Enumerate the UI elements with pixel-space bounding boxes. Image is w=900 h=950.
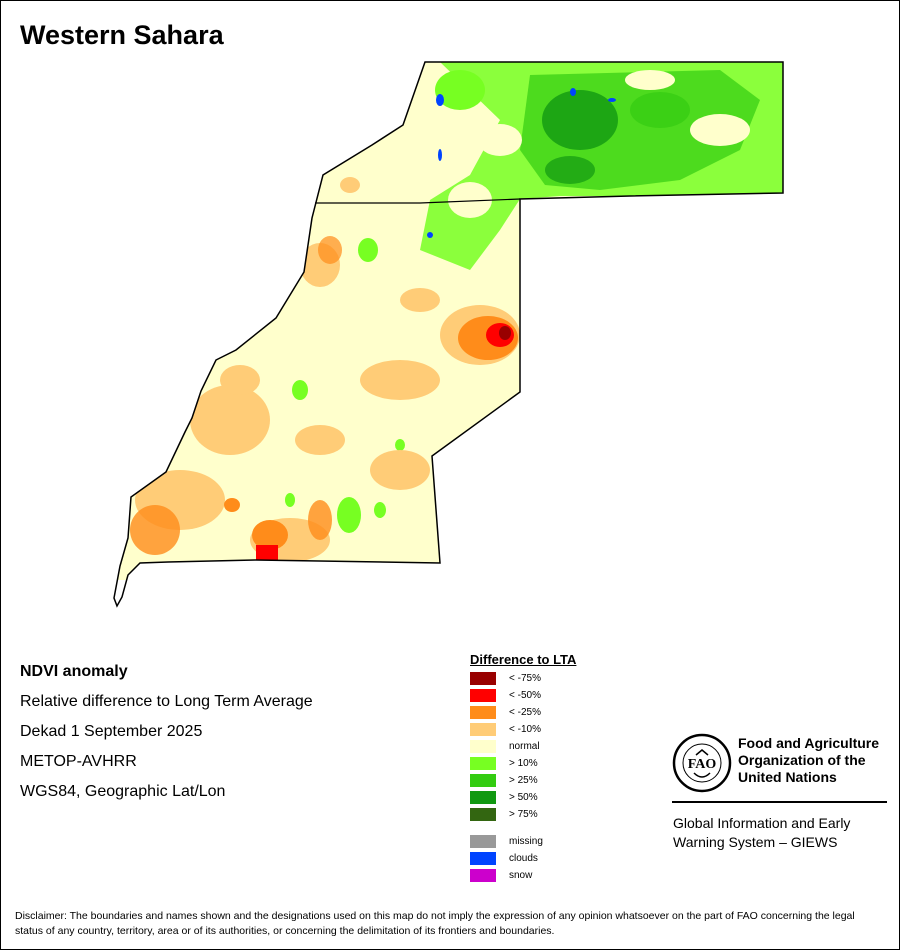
- legend-label: > 10%: [509, 758, 538, 769]
- internal-boundary: [315, 198, 521, 204]
- legend-title: Difference to LTA: [470, 652, 577, 667]
- legend-swatch: [470, 835, 496, 848]
- legend-swatch: [470, 852, 496, 865]
- fao-name: Food and Agriculture Organization of the…: [738, 735, 879, 786]
- legend-label: > 25%: [509, 775, 538, 786]
- fao-divider: [672, 801, 887, 803]
- legend-swatch: [470, 672, 496, 685]
- ndvi-raster: [114, 62, 783, 580]
- legend-item: > 25%: [470, 772, 576, 789]
- ndvi-anomaly-map: [113, 61, 784, 608]
- legend-extra-item: missing: [470, 833, 576, 850]
- legend-label: < -25%: [509, 707, 541, 718]
- fao-logo: FAO: [672, 733, 732, 793]
- fao-name-line1: Food and Agriculture: [738, 735, 880, 751]
- legend-item: > 10%: [470, 755, 576, 772]
- country-border: [113, 61, 784, 608]
- legend-label: > 50%: [509, 792, 538, 803]
- map-title: Western Sahara: [20, 20, 224, 50]
- legend: Difference to LTA < -75% < -50% < -25% < -1…: [470, 652, 576, 884]
- info-date: Dekad 1 September 2025: [20, 723, 203, 740]
- legend-item: < -50%: [470, 687, 576, 704]
- map-info: NDVI anomaly Relative difference to Long…: [20, 657, 313, 807]
- legend-swatch: [470, 740, 496, 753]
- legend-label: missing: [509, 836, 543, 847]
- legend-swatch: [470, 791, 496, 804]
- fao-logo-letters: FAO: [688, 757, 717, 772]
- legend-extra-item: clouds: [470, 850, 576, 867]
- legend-swatch: [470, 723, 496, 736]
- legend-label: clouds: [509, 853, 538, 864]
- fao-name-line3: United Nations: [738, 769, 837, 785]
- legend-swatch: [470, 689, 496, 702]
- giews-line2: Warning System – GIEWS: [673, 834, 838, 850]
- legend-item: < -75%: [470, 670, 576, 687]
- legend-extra-item: snow: [470, 867, 576, 884]
- legend-item: > 75%: [470, 806, 576, 823]
- info-description: Relative difference to Long Term Average: [20, 693, 313, 710]
- legend-swatch: [470, 774, 496, 787]
- legend-swatch: [470, 706, 496, 719]
- legend-item: normal: [470, 738, 576, 755]
- info-projection: WGS84, Geographic Lat/Lon: [20, 783, 226, 800]
- legend-label: normal: [509, 741, 540, 752]
- legend-swatch: [470, 869, 496, 882]
- legend-swatch: [470, 808, 496, 821]
- legend-label: < -50%: [509, 690, 541, 701]
- legend-item: < -10%: [470, 721, 576, 738]
- giews-line1: Global Information and Early: [673, 815, 851, 831]
- fao-name-line2: Organization of the: [738, 752, 866, 768]
- legend-label: < -10%: [509, 724, 541, 735]
- legend-label: > 75%: [509, 809, 538, 820]
- info-sensor: METOP-AVHRR: [20, 753, 137, 770]
- legend-item: < -25%: [470, 704, 576, 721]
- legend-label: < -75%: [509, 673, 541, 684]
- legend-item: > 50%: [470, 789, 576, 806]
- disclaimer: Disclaimer: The boundaries and names sho…: [15, 910, 855, 937]
- info-product: NDVI anomaly: [20, 663, 128, 680]
- legend-swatch: [470, 757, 496, 770]
- giews-name: Global Information and Early Warning Sys…: [673, 814, 850, 852]
- legend-label: snow: [509, 870, 533, 881]
